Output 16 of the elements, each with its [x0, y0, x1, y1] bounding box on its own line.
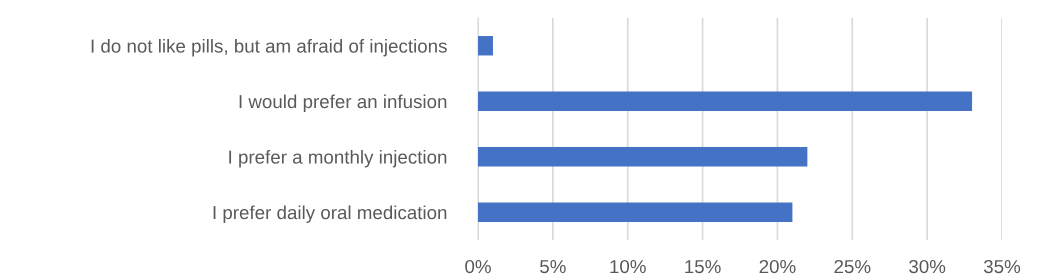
- x-tick-label: 35%: [983, 259, 1021, 274]
- x-tick-label: 25%: [834, 259, 871, 274]
- y-tick-label: I prefer a monthly injection: [229, 149, 447, 168]
- x-tick-label: 0%: [465, 259, 491, 274]
- y-tick-label: I prefer daily oral medication: [213, 205, 447, 223]
- bar: [478, 36, 493, 56]
- bar: [478, 91, 973, 111]
- bar: [478, 147, 808, 167]
- y-tick-label: I would prefer an infusion: [239, 94, 447, 112]
- x-tick-label: 20%: [759, 259, 796, 274]
- x-tick-label: 5%: [540, 260, 566, 274]
- x-tick-label: 30%: [909, 259, 946, 274]
- y-tick-label: I do not like pills, but am afraid of injections: [91, 38, 447, 57]
- bar: [478, 202, 793, 222]
- x-tick-label: 10%: [610, 259, 646, 274]
- x-tick-label: 15%: [685, 260, 721, 274]
